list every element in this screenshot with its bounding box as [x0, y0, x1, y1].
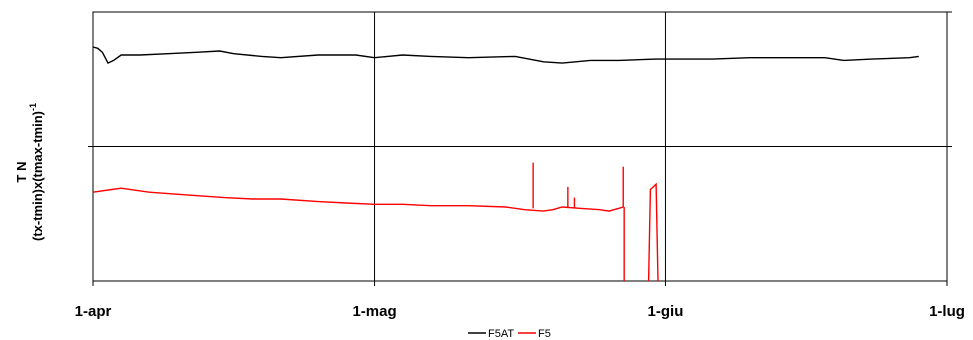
- series-line-f5-segment2: [647, 182, 659, 282]
- series-layer: [92, 46, 919, 282]
- x-tick-labels: 1-apr 1-mag 1-giu 1-lug: [75, 303, 965, 320]
- x-tick-label: 1-mag: [352, 303, 396, 320]
- series-line-f5: [92, 187, 624, 212]
- y-axis-title-superscript: -1: [28, 103, 38, 111]
- series-line-f5at: [92, 46, 919, 65]
- x-tick-label: 1-apr: [75, 303, 112, 320]
- y-axis-title: T N: [14, 162, 29, 183]
- y-axis-title-2: (tx-tmin)x(tmax-tmin)-1: [28, 103, 45, 241]
- x-tick-label: 1-lug: [929, 303, 965, 320]
- legend: F5AT F5: [468, 328, 551, 340]
- legend-label-f5: F5: [538, 328, 551, 340]
- y-axis-title-line2: (tx-tmin)x(tmax-tmin): [30, 111, 45, 241]
- x-tick-label: 1-giu: [648, 303, 684, 320]
- y-axis-title-line1: T N: [14, 162, 29, 183]
- legend-label-f5at: F5AT: [488, 328, 514, 340]
- grid-layer: [88, 11, 952, 286]
